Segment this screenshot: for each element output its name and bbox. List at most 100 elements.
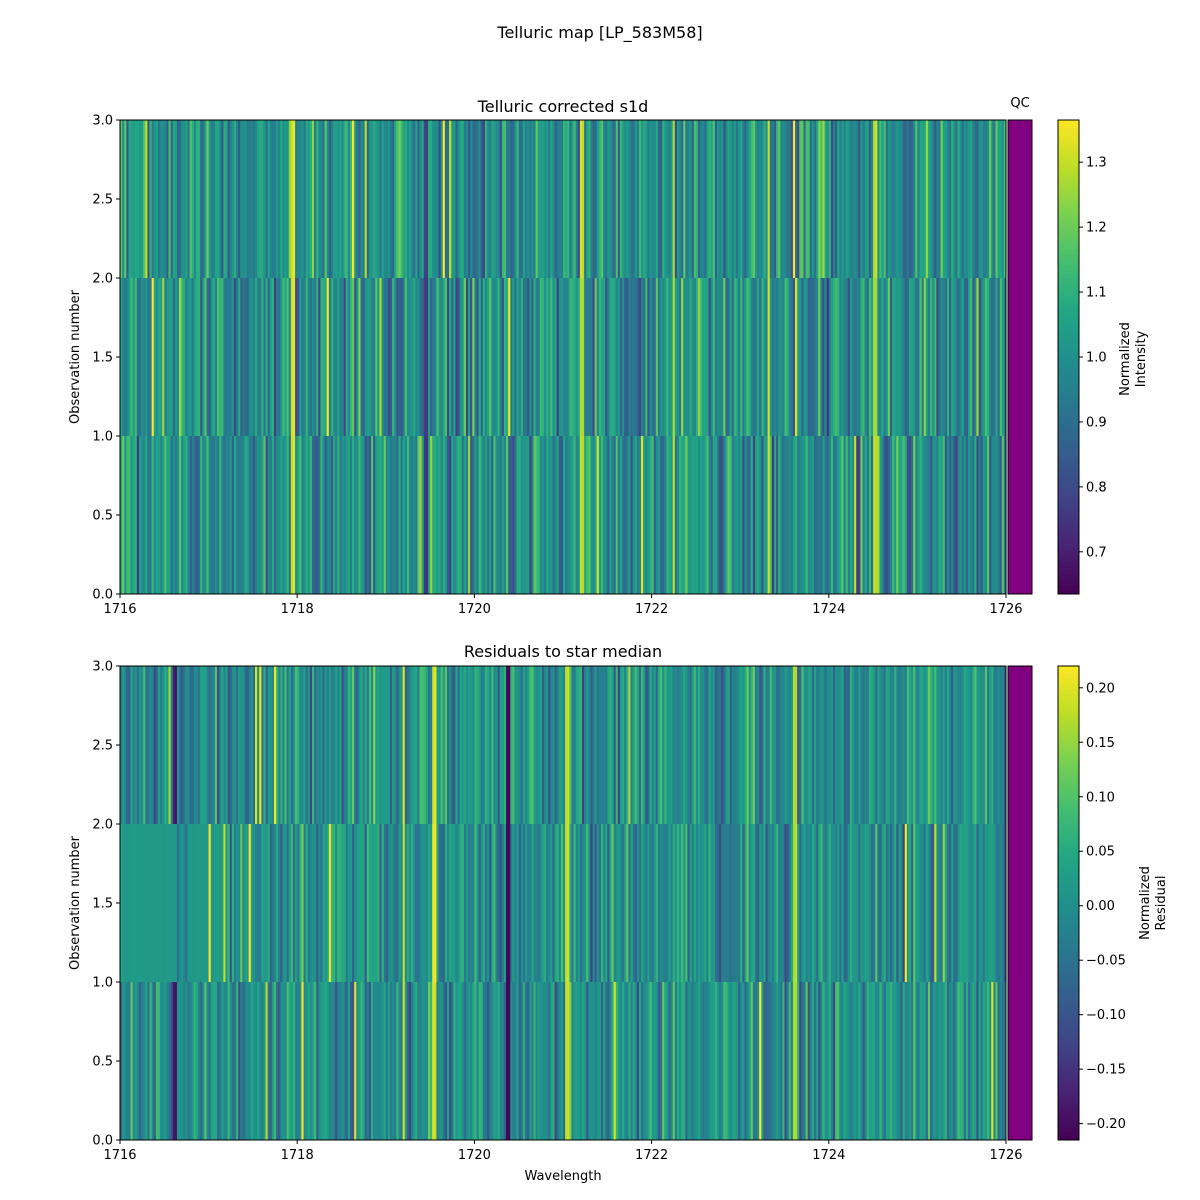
heatmap-cell [833, 278, 836, 436]
heatmap-cell [655, 278, 659, 436]
heatmap-cell [223, 278, 226, 436]
heatmap-cell [689, 824, 693, 982]
heatmap-cell [596, 982, 600, 1140]
heatmap-cell [202, 278, 205, 436]
heatmap-cell [638, 278, 642, 436]
heatmap-cell [854, 436, 857, 594]
heatmap-cell [968, 278, 971, 436]
heatmap-cell [446, 278, 450, 436]
heatmap-cell [434, 120, 437, 278]
heatmap-cell [552, 824, 555, 982]
heatmap-cell [120, 120, 123, 278]
colorbar-swatch [1058, 293, 1079, 299]
heatmap-cell [567, 982, 570, 1140]
heatmap-cell [358, 824, 361, 982]
heatmap-cell [668, 120, 671, 278]
heatmap-cell [980, 824, 984, 982]
heatmap-cell [202, 982, 205, 1140]
heatmap-cell [860, 982, 863, 1140]
heatmap-cell [138, 278, 142, 436]
heatmap-cell [949, 278, 952, 436]
colorbar-swatch [1058, 812, 1079, 817]
heatmap-cell [415, 982, 418, 1140]
heatmap-cell [143, 982, 146, 1140]
heatmap-cell [347, 666, 351, 824]
colorbar-swatch [1058, 127, 1079, 133]
colorbar-swatch [1058, 143, 1079, 149]
heatmap-cell [991, 436, 994, 594]
heatmap-cell [444, 982, 448, 1140]
heatmap-cell [776, 120, 779, 278]
heatmap-cell [898, 436, 901, 594]
heatmap-cell [295, 666, 298, 824]
heatmap-cell [993, 278, 996, 436]
heatmap-cell [185, 278, 188, 436]
heatmap-cell [767, 824, 771, 982]
heatmap-cell [229, 278, 233, 436]
heatmap-cell [508, 982, 511, 1140]
heatmap-cell [900, 982, 903, 1140]
heatmap-cell [461, 824, 465, 982]
heatmap-cell [744, 666, 747, 824]
heatmap-cell [248, 278, 252, 436]
heatmap-cell [999, 120, 1003, 278]
heatmap-cell [246, 120, 250, 278]
heatmap-cell [402, 666, 406, 824]
heatmap-cell [592, 666, 595, 824]
heatmap-cell [953, 278, 956, 436]
heatmap-cell [368, 120, 372, 278]
heatmap-cell [693, 278, 697, 436]
heatmap-cell [632, 666, 636, 824]
heatmap-cell [352, 278, 355, 436]
heatmap-cell [738, 982, 741, 1140]
heatmap-cell [615, 120, 619, 278]
heatmap-row-1 [120, 278, 1007, 436]
heatmap-cell [495, 982, 498, 1140]
heatmap-cell [151, 120, 155, 278]
heatmap-cell [474, 666, 477, 824]
heatmap-cell [902, 120, 906, 278]
heatmap-cell [309, 824, 313, 982]
heatmap-cell [461, 666, 465, 824]
heatmap-cell [278, 436, 281, 594]
heatmap-cell [814, 982, 817, 1140]
colorbar-swatch [1058, 879, 1079, 884]
heatmap-cell [503, 436, 507, 594]
heatmap-cell [558, 120, 562, 278]
colorbar-swatch [1058, 281, 1079, 287]
heatmap-cell [176, 666, 180, 824]
heatmap-cell [501, 982, 505, 1140]
heatmap-cell [976, 120, 979, 278]
heatmap-cell [841, 120, 844, 278]
heatmap-cell [805, 278, 809, 436]
heatmap-cell [299, 436, 302, 594]
heatmap-cell [427, 120, 431, 278]
colorbar-swatch [1058, 582, 1079, 587]
heatmap-cell [989, 982, 992, 1140]
heatmap-cell [934, 666, 937, 824]
heatmap-cell [525, 666, 528, 824]
heatmap-cell [776, 278, 779, 436]
heatmap-cell [919, 982, 922, 1140]
heatmap-cell [153, 436, 157, 594]
heatmap-cell [400, 824, 404, 982]
heatmap-cell [166, 436, 169, 594]
heatmap-cell [539, 982, 543, 1140]
heatmap-cell [942, 824, 946, 982]
colorbar-swatch [1058, 835, 1079, 841]
y-axis: 0.00.51.01.52.02.53.0 [92, 660, 120, 1149]
heatmap-cell [503, 120, 507, 278]
heatmap-cell [704, 666, 707, 824]
heatmap-cell [626, 436, 629, 594]
heatmap-cell [187, 120, 190, 278]
heatmap-cell [153, 982, 157, 1140]
heatmap-cell [480, 824, 484, 982]
heatmap-cell [984, 982, 988, 1140]
heatmap-cell [944, 278, 948, 436]
heatmap-cell [845, 278, 849, 436]
heatmap-cell [482, 120, 486, 278]
heatmap-cell [919, 824, 922, 982]
heatmap-cell [231, 436, 235, 594]
heatmap-cell [212, 982, 216, 1140]
heatmap-cell [717, 666, 720, 824]
